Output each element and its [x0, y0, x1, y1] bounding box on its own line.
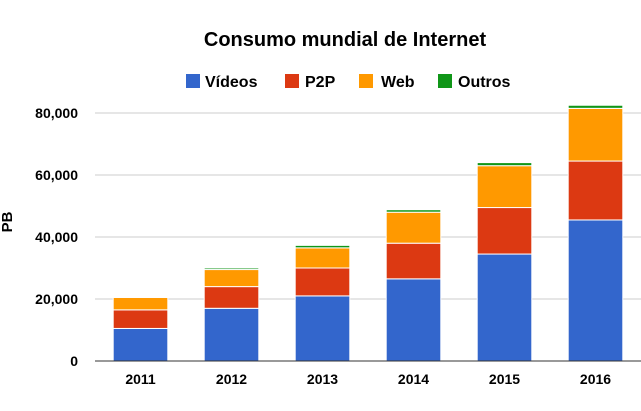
bar-outros-2014[interactable] [385, 209, 442, 213]
bar-v-deos-2013[interactable] [294, 295, 351, 362]
bar-p2p-2016[interactable] [567, 160, 624, 221]
bar-outros-2012[interactable] [203, 267, 260, 271]
bar-v-deos-2014[interactable] [385, 278, 442, 362]
bar-web-2012[interactable] [203, 269, 260, 288]
legend-item-p2p[interactable]: P2P [285, 74, 336, 91]
legend-item-videos[interactable]: Vídeos [186, 74, 258, 91]
x-tick-label: 2014 [398, 371, 429, 387]
bar-outros-2015[interactable] [476, 162, 533, 167]
bar-v-deos-2015[interactable] [476, 253, 533, 362]
bar-p2p-2012[interactable] [203, 286, 260, 309]
y-tick-label: 80,000 [35, 105, 78, 121]
bar-outros-2011[interactable] [112, 296, 169, 298]
legend-swatch-web [359, 74, 373, 88]
bar-v-deos-2012[interactable] [203, 307, 260, 362]
bar-v-deos-2011[interactable] [112, 327, 169, 362]
y-axis-ticks: 0 20,000 40,000 60,000 80,000 [35, 105, 78, 369]
bar-p2p-2015[interactable] [476, 207, 533, 255]
x-tick-label: 2013 [307, 371, 338, 387]
bars [112, 104, 624, 362]
bar-web-2016[interactable] [567, 107, 624, 162]
bar-p2p-2011[interactable] [112, 309, 169, 329]
legend: Vídeos P2P Web Outros [186, 74, 511, 91]
bar-outros-2016[interactable] [567, 104, 624, 109]
x-axis-ticks: 2011 2012 2013 2014 2015 2016 [125, 371, 611, 387]
x-tick-label: 2015 [489, 371, 520, 387]
bar-web-2015[interactable] [476, 165, 533, 209]
legend-swatch-videos [186, 74, 200, 88]
x-tick-label: 2016 [580, 371, 611, 387]
legend-label-p2p: P2P [305, 74, 336, 91]
y-tick-label: 0 [70, 353, 78, 369]
bar-web-2013[interactable] [294, 247, 351, 269]
x-tick-label: 2011 [125, 371, 156, 387]
y-tick-label: 60,000 [35, 167, 78, 183]
chart-title: Consumo mundial de Internet [204, 29, 487, 51]
y-axis-title: PB [0, 211, 16, 232]
bar-outros-2013[interactable] [294, 244, 351, 249]
bar-web-2014[interactable] [385, 211, 442, 244]
bar-v-deos-2016[interactable] [567, 219, 624, 362]
legend-label-videos: Vídeos [205, 74, 258, 91]
bar-p2p-2013[interactable] [294, 267, 351, 297]
legend-item-outros[interactable]: Outros [438, 74, 511, 91]
legend-label-outros: Outros [458, 74, 511, 91]
x-tick-label: 2012 [216, 371, 247, 387]
bar-p2p-2014[interactable] [385, 242, 442, 280]
legend-swatch-p2p [285, 74, 299, 88]
legend-swatch-outros [438, 74, 452, 88]
y-tick-label: 20,000 [35, 291, 78, 307]
y-tick-label: 40,000 [35, 229, 78, 245]
bar-web-2011[interactable] [112, 296, 169, 311]
legend-item-web[interactable]: Web [359, 74, 415, 91]
gridlines [95, 112, 641, 300]
legend-label-web: Web [381, 74, 415, 91]
